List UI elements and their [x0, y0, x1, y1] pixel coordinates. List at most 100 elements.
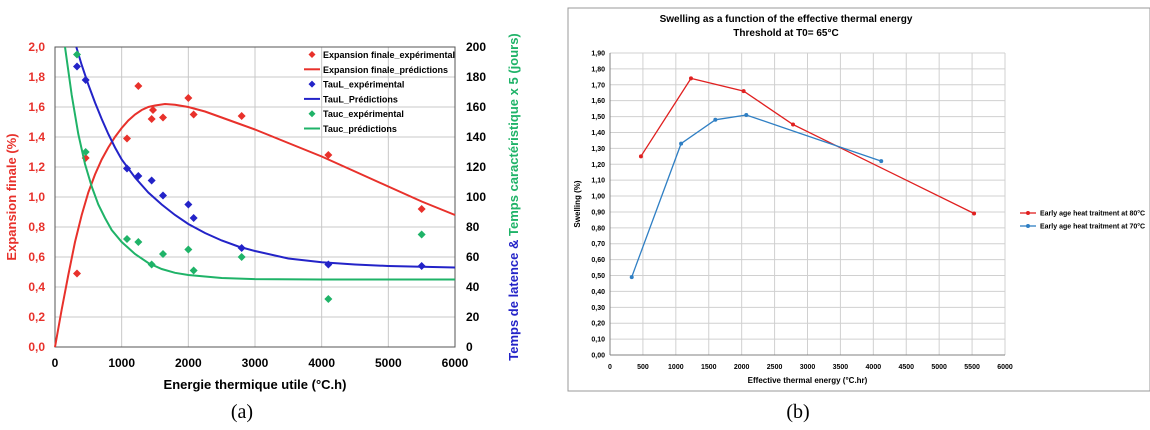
y-left-tick-label: 2,0 — [28, 40, 45, 54]
x-tick-label: 500 — [637, 364, 649, 371]
x-tick-label: 4000 — [308, 356, 335, 370]
data-point — [679, 141, 684, 146]
data-point-diamond — [134, 82, 143, 90]
y-tick-label: 0,40 — [591, 289, 605, 296]
y-left-axis-title: Expansion finale (%) — [4, 133, 19, 260]
y-tick-label: 0,90 — [591, 209, 605, 216]
y-tick-label: 1,10 — [591, 178, 605, 185]
legend-swatch-diamond — [308, 110, 316, 118]
legend-label: TauL_Prédictions — [323, 94, 398, 104]
y-right-tick-label: 100 — [466, 190, 486, 204]
x-tick-label: 1500 — [701, 364, 717, 371]
data-point-diamond — [189, 214, 198, 222]
y-left-tick-label: 1,8 — [28, 70, 45, 84]
y-right-axis-title-part1: Temps de latence & — [506, 236, 521, 361]
y-tick-label: 1,60 — [591, 98, 605, 105]
legend-label: Early age heat traitment at 80°C — [1040, 210, 1145, 218]
x-tick-label: 0 — [608, 364, 612, 371]
panel-b: 0,00 0,10 0,20 0,30 0,40 0,50 0,60 0,70 0,80 0,90… — [567, 7, 1150, 423]
y-tick-label: 1,20 — [591, 162, 605, 169]
legend-label: Tauc_expérimental — [323, 109, 404, 119]
y-tick-label: 0,00 — [591, 353, 605, 360]
legend-label: Early age heat traitment at 70°C — [1040, 223, 1145, 231]
y-tick-label: 1,30 — [591, 146, 605, 153]
x-tick-label: 5000 — [375, 356, 402, 370]
legend-swatch-marker — [1026, 211, 1030, 215]
x-tick-label: 3000 — [800, 364, 816, 371]
legend-label: Tauc_prédictions — [323, 124, 397, 134]
y-tick-label: 0,80 — [591, 225, 605, 232]
y-left-tick-label: 0,8 — [28, 220, 45, 234]
data-point — [688, 76, 693, 81]
panel-label-b: (b) — [786, 401, 809, 423]
y-tick-label: 1,00 — [591, 194, 605, 201]
y-axis-title: Swelling (%) — [573, 180, 582, 227]
y-right-tick-label: 180 — [466, 70, 486, 84]
chart-title: Swelling as a function of the effective … — [660, 14, 913, 25]
data-point — [741, 89, 746, 94]
legend-label: Expansion finale_prédictions — [323, 65, 448, 75]
x-tick-label: 5000 — [931, 364, 947, 371]
data-point-diamond — [159, 191, 167, 200]
x-tick-label: 0 — [52, 356, 59, 370]
data-point-diamond — [159, 250, 167, 258]
y-left-tick-label: 0,6 — [28, 250, 45, 264]
x-tick-label: 2500 — [767, 364, 783, 371]
data-point-diamond — [417, 230, 426, 239]
y-tick-label: 0,50 — [591, 273, 605, 280]
x-tick-label: 1000 — [108, 356, 135, 370]
data-point-diamond — [189, 266, 198, 275]
y-right-axis-title-part2: Temps caractéristique x 5 (jours) — [506, 33, 521, 236]
y-tick-label: 1,50 — [591, 114, 605, 121]
data-point-diamond — [417, 205, 426, 213]
x-tick-label: 3500 — [833, 364, 849, 371]
legend-swatch-marker — [1026, 224, 1030, 228]
y-left-tick-label: 0,0 — [28, 340, 45, 354]
data-point-diamond — [184, 245, 193, 254]
series-line-1 — [54, 102, 456, 348]
data-point — [744, 112, 749, 117]
y-right-axis-title: Temps de latence & Temps caractéristique… — [506, 33, 521, 361]
y-left-tick-label: 1,0 — [28, 190, 45, 204]
data-point-diamond — [159, 113, 167, 122]
data-point — [629, 275, 634, 280]
data-point — [972, 211, 977, 216]
y-tick-label: 0,20 — [591, 321, 605, 328]
data-point-diamond — [134, 238, 143, 246]
x-tick-label: 2000 — [734, 364, 750, 371]
y-tick-label: 1,70 — [591, 82, 605, 89]
y-tick-label: 1,80 — [591, 66, 605, 73]
x-tick-label: 6000 — [442, 356, 469, 370]
data-point-diamond — [147, 115, 156, 123]
x-tick-label: 5500 — [964, 364, 980, 371]
data-point-diamond — [324, 151, 333, 159]
series-line-5 — [64, 46, 455, 281]
data-point-diamond — [73, 62, 81, 71]
panel-label-a: (a) — [231, 401, 253, 423]
y-tick-label: 1,40 — [591, 130, 605, 137]
data-point-diamond — [123, 235, 131, 243]
data-point-diamond — [73, 50, 81, 59]
chart-area-border — [567, 7, 1150, 392]
data-point-diamond — [147, 176, 156, 185]
data-point-diamond — [237, 112, 246, 120]
y-right-tick-label: 120 — [466, 160, 486, 174]
y-tick-label: 0,10 — [591, 337, 605, 344]
data-point-diamond — [189, 110, 198, 119]
data-point-diamond — [123, 134, 131, 143]
y-right-tick-label: 60 — [466, 250, 480, 264]
data-point-diamond — [324, 295, 333, 303]
legend-label: TauL_expérimental — [323, 80, 404, 90]
y-right-tick-label: 200 — [466, 40, 486, 54]
chart-subtitle: Threshold at T0= 65°C — [733, 28, 838, 39]
y-right-tick-label: 20 — [466, 310, 480, 324]
x-tick-label: 4000 — [866, 364, 882, 371]
y-left-tick-label: 1,2 — [28, 160, 45, 174]
y-right-tick-label: 160 — [466, 100, 486, 114]
legend-swatch-diamond — [308, 51, 316, 58]
y-right-tick-label: 140 — [466, 130, 486, 144]
y-left-tick-label: 1,6 — [28, 100, 45, 114]
data-point — [638, 154, 643, 159]
legend-swatch-diamond — [308, 80, 316, 88]
